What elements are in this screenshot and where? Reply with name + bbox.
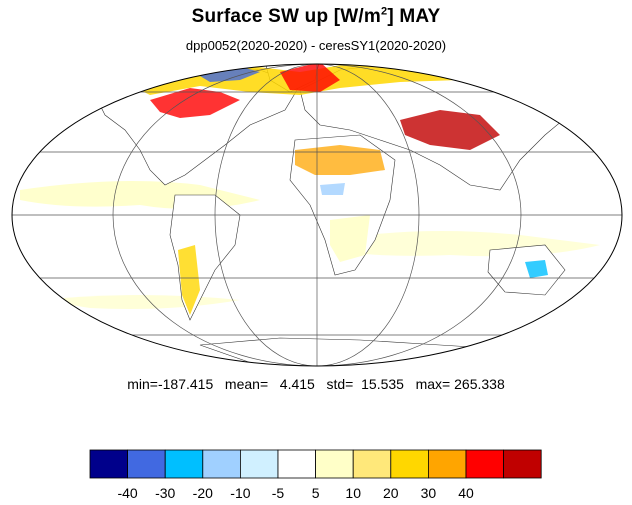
colorbar-tick-label: -30 — [155, 485, 175, 501]
colorbar-tick-label: 30 — [421, 485, 437, 501]
map-subtitle: dpp0052(2020-2020) - ceresSY1(2020-2020) — [185, 38, 447, 53]
anomaly-red-siberia — [400, 110, 500, 150]
colorbar-tick-label: 20 — [383, 485, 399, 501]
colorbar-box — [465, 449, 504, 479]
colorbar-tick-label: -20 — [193, 485, 213, 501]
colorbar-tick-label: -40 — [117, 485, 137, 501]
anomaly-yellow-andes — [178, 245, 200, 315]
colorbar-box — [89, 449, 128, 479]
colorbar-box — [315, 449, 354, 479]
colorbar-box — [390, 449, 429, 479]
colorbar-tick-label: -5 — [272, 485, 285, 501]
colorbar-tick-label: 40 — [458, 485, 474, 501]
colorbar-box — [352, 449, 392, 479]
title-suffix: ] MAY — [387, 6, 441, 27]
colorbar-box — [202, 449, 241, 479]
colorbar-box — [503, 449, 542, 479]
colorbar-box — [164, 449, 204, 479]
anomaly-orange-sahara — [295, 145, 385, 175]
world-map — [11, 63, 623, 367]
statistics-line: min=-187.415 mean= 4.415 std= 15.535 max… — [127, 376, 505, 392]
title-main: Surface SW up [W/m — [191, 6, 381, 27]
title-superscript: 2 — [380, 5, 388, 18]
colorbar-tick-label: 10 — [345, 485, 361, 501]
anomaly-red-greenland — [280, 64, 340, 92]
anomaly-blue-africa — [320, 183, 345, 195]
map-border — [11, 63, 623, 367]
anomaly-red-canada — [150, 88, 240, 118]
colorbar-tick-label: 5 — [312, 485, 320, 501]
anomaly-blue-australia — [525, 260, 548, 278]
colorbar-box — [127, 449, 166, 479]
land-australia — [487, 244, 566, 296]
colorbar-box — [277, 449, 316, 479]
colorbar-box — [239, 449, 279, 479]
map-title: Surface SW up [W/m2] MAY — [0, 6, 632, 28]
colorbar-tick-label: -10 — [230, 485, 250, 501]
anomaly-yellow-africa-south — [330, 215, 370, 262]
colorbar-box — [427, 449, 467, 479]
